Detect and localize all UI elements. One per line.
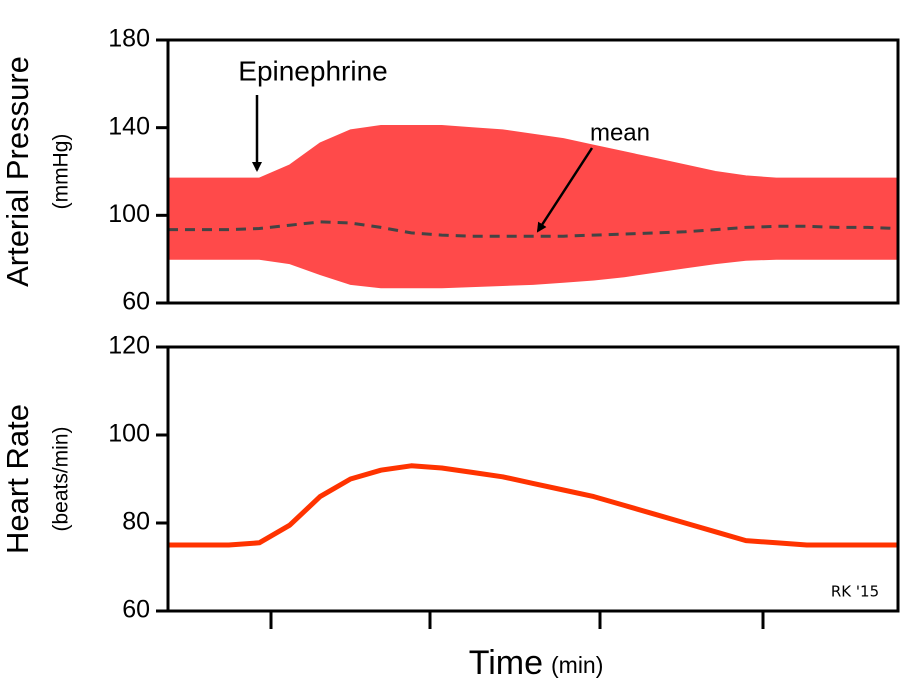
- y-tick-label: 140: [108, 112, 150, 140]
- x-axis-unit: (min): [551, 652, 603, 678]
- y-tick-label: 60: [122, 596, 150, 624]
- pressure-band: [168, 125, 898, 288]
- annotation: Epinephrine: [238, 55, 387, 86]
- band-edge: [168, 125, 898, 179]
- y-tick-label: 100: [108, 200, 150, 228]
- y-tick-label: 60: [122, 288, 150, 316]
- y-tick-label: 180: [108, 25, 150, 53]
- x-axis-label: Time: [469, 644, 543, 682]
- y-axis-unit: (beats/min): [50, 426, 73, 531]
- y-axis-label: Arterial Pressure: [0, 56, 35, 287]
- plot-frame: [166, 38, 900, 305]
- annotation-arrow: [536, 147, 594, 233]
- y-tick-label: 80: [122, 508, 150, 536]
- line: [168, 463, 898, 548]
- y-axis-unit: (mmHg): [50, 134, 73, 210]
- y-tick-label: 120: [108, 332, 150, 360]
- annotation: mean: [590, 119, 650, 146]
- y-tick-label: 100: [108, 420, 150, 448]
- band-edge: [168, 258, 898, 289]
- plot-frame: [166, 345, 900, 613]
- y-axis-label: Heart Rate: [0, 404, 35, 554]
- annotation: RK '15: [831, 583, 879, 601]
- mean-line: [168, 220, 899, 238]
